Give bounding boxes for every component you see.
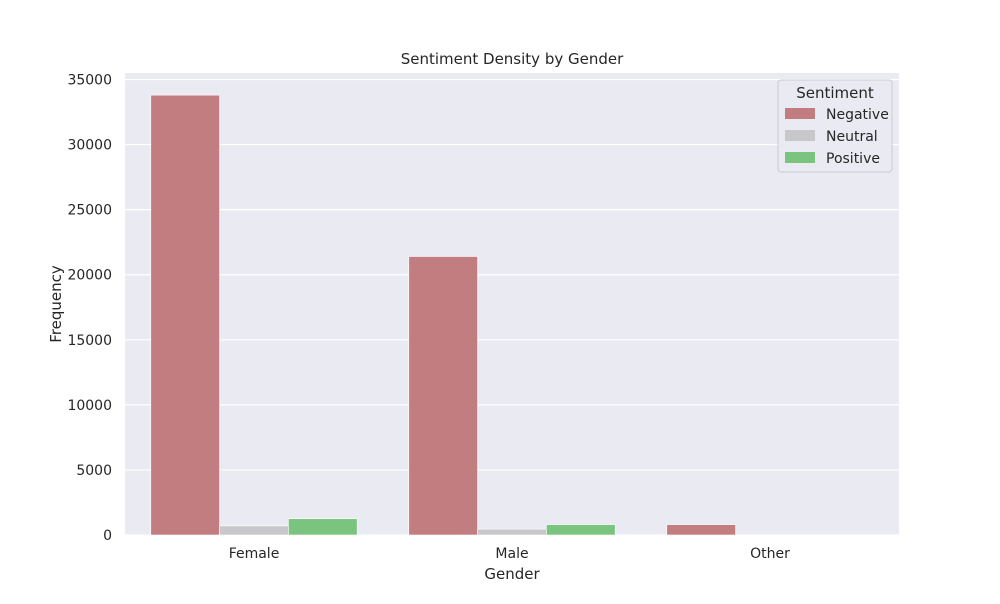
y-tick-label: 35000 xyxy=(67,73,112,89)
x-tick-label: Other xyxy=(750,546,790,562)
legend-swatch-neutral xyxy=(785,130,815,141)
y-axis-ticks: 0 5000 10000 15000 20000 25000 30000 35000 xyxy=(67,73,112,544)
legend-label-negative: Negative xyxy=(826,107,889,123)
y-tick-label: 10000 xyxy=(67,398,112,414)
legend: Sentiment Negative Neutral Positive xyxy=(777,79,893,173)
legend-swatch-negative xyxy=(785,108,815,119)
bar-positive-female xyxy=(288,518,358,536)
y-tick-label: 15000 xyxy=(67,333,112,349)
legend-swatch-positive xyxy=(785,152,815,163)
bar-negative-male xyxy=(408,256,478,536)
y-tick-label: 30000 xyxy=(67,138,112,154)
x-tick-label: Female xyxy=(229,546,280,562)
bars xyxy=(150,94,736,536)
y-axis-label: Frequency xyxy=(47,265,65,343)
y-tick-label: 0 xyxy=(103,528,112,544)
bar-negative-other xyxy=(666,524,736,536)
y-tick-label: 25000 xyxy=(67,203,112,219)
bar-neutral-female xyxy=(219,525,289,536)
y-tick-label: 20000 xyxy=(67,268,112,284)
legend-box xyxy=(777,79,893,173)
plot-background xyxy=(125,73,899,535)
chart-title: Sentiment Density by Gender xyxy=(401,50,624,68)
bar-neutral-male xyxy=(477,528,547,536)
bar-negative-female xyxy=(150,94,220,536)
x-tick-label: Male xyxy=(495,546,528,562)
legend-title: Sentiment xyxy=(796,84,874,102)
y-tick-label: 5000 xyxy=(76,463,112,479)
legend-items: Negative Neutral Positive xyxy=(785,107,889,167)
x-axis-ticks: Female Male Other xyxy=(229,546,790,562)
bar-positive-male xyxy=(546,524,616,536)
legend-label-neutral: Neutral xyxy=(826,129,878,145)
x-axis-label: Gender xyxy=(484,565,540,583)
legend-label-positive: Positive xyxy=(826,151,880,167)
